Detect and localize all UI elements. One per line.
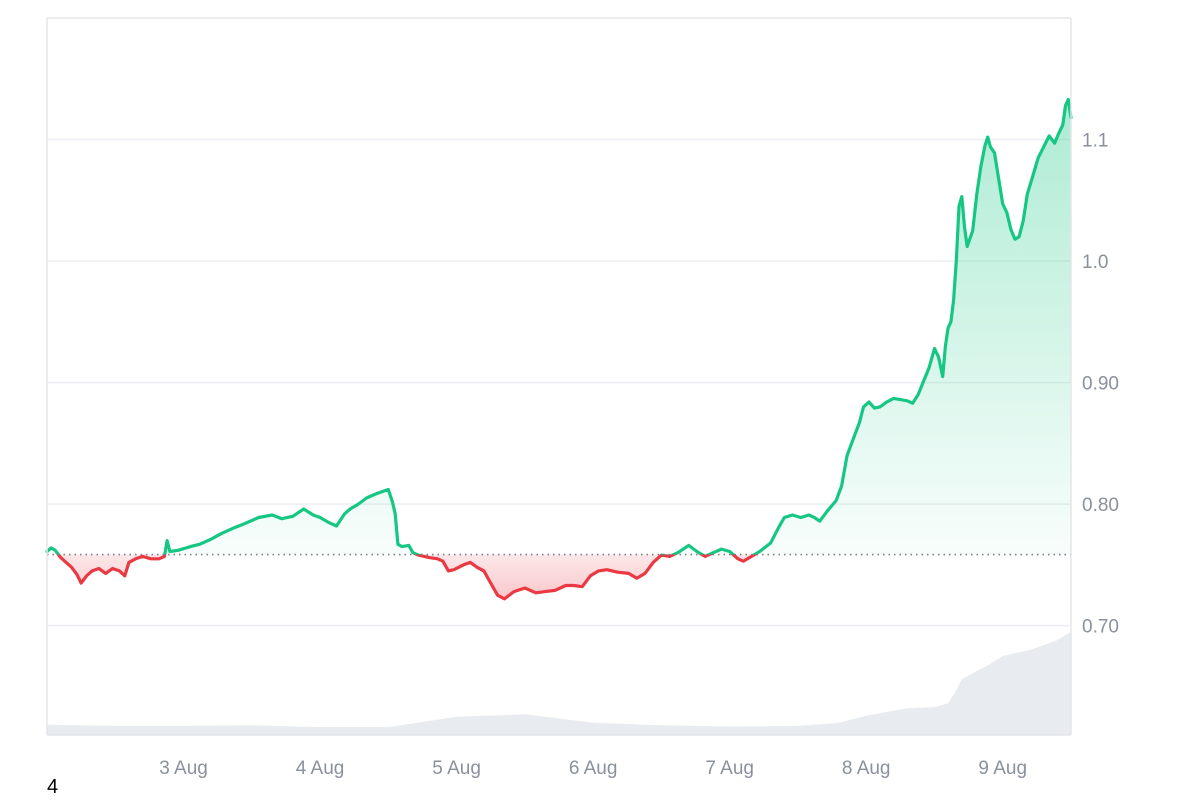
y-tick-label: 1.1 [1082,131,1108,152]
volume-area [47,631,1071,735]
price-line [45,97,1073,601]
x-tick-label: 4 Aug [296,758,345,779]
y-tick-label: 1.0 [1082,252,1108,273]
x-tick-label: 5 Aug [432,758,481,779]
volume-fill [47,631,1071,735]
up-fill [47,99,1071,555]
up-line [45,97,1073,555]
down-fill [58,554,755,599]
x-axis: 3 Aug 4 Aug 5 Aug 6 Aug 7 Aug 8 Aug 9 Aug [159,758,1027,779]
y-tick-label: 0.90 [1082,374,1119,395]
x-tick-label: 8 Aug [842,758,891,779]
x-tick-label: 9 Aug [978,758,1027,779]
y-tick-label: 0.70 [1082,617,1119,638]
down-line [56,554,758,601]
y-axis: 0.70 0.80 0.90 1.0 1.1 [1082,131,1119,638]
plot-frame [46,17,1072,736]
x-tick-label: 7 Aug [705,758,754,779]
y-tick-label: 0.80 [1082,495,1119,516]
x-tick-label: 3 Aug [159,758,208,779]
corner-label: 4 [47,776,59,798]
price-area [47,99,1071,599]
x-tick-label: 6 Aug [569,758,618,779]
